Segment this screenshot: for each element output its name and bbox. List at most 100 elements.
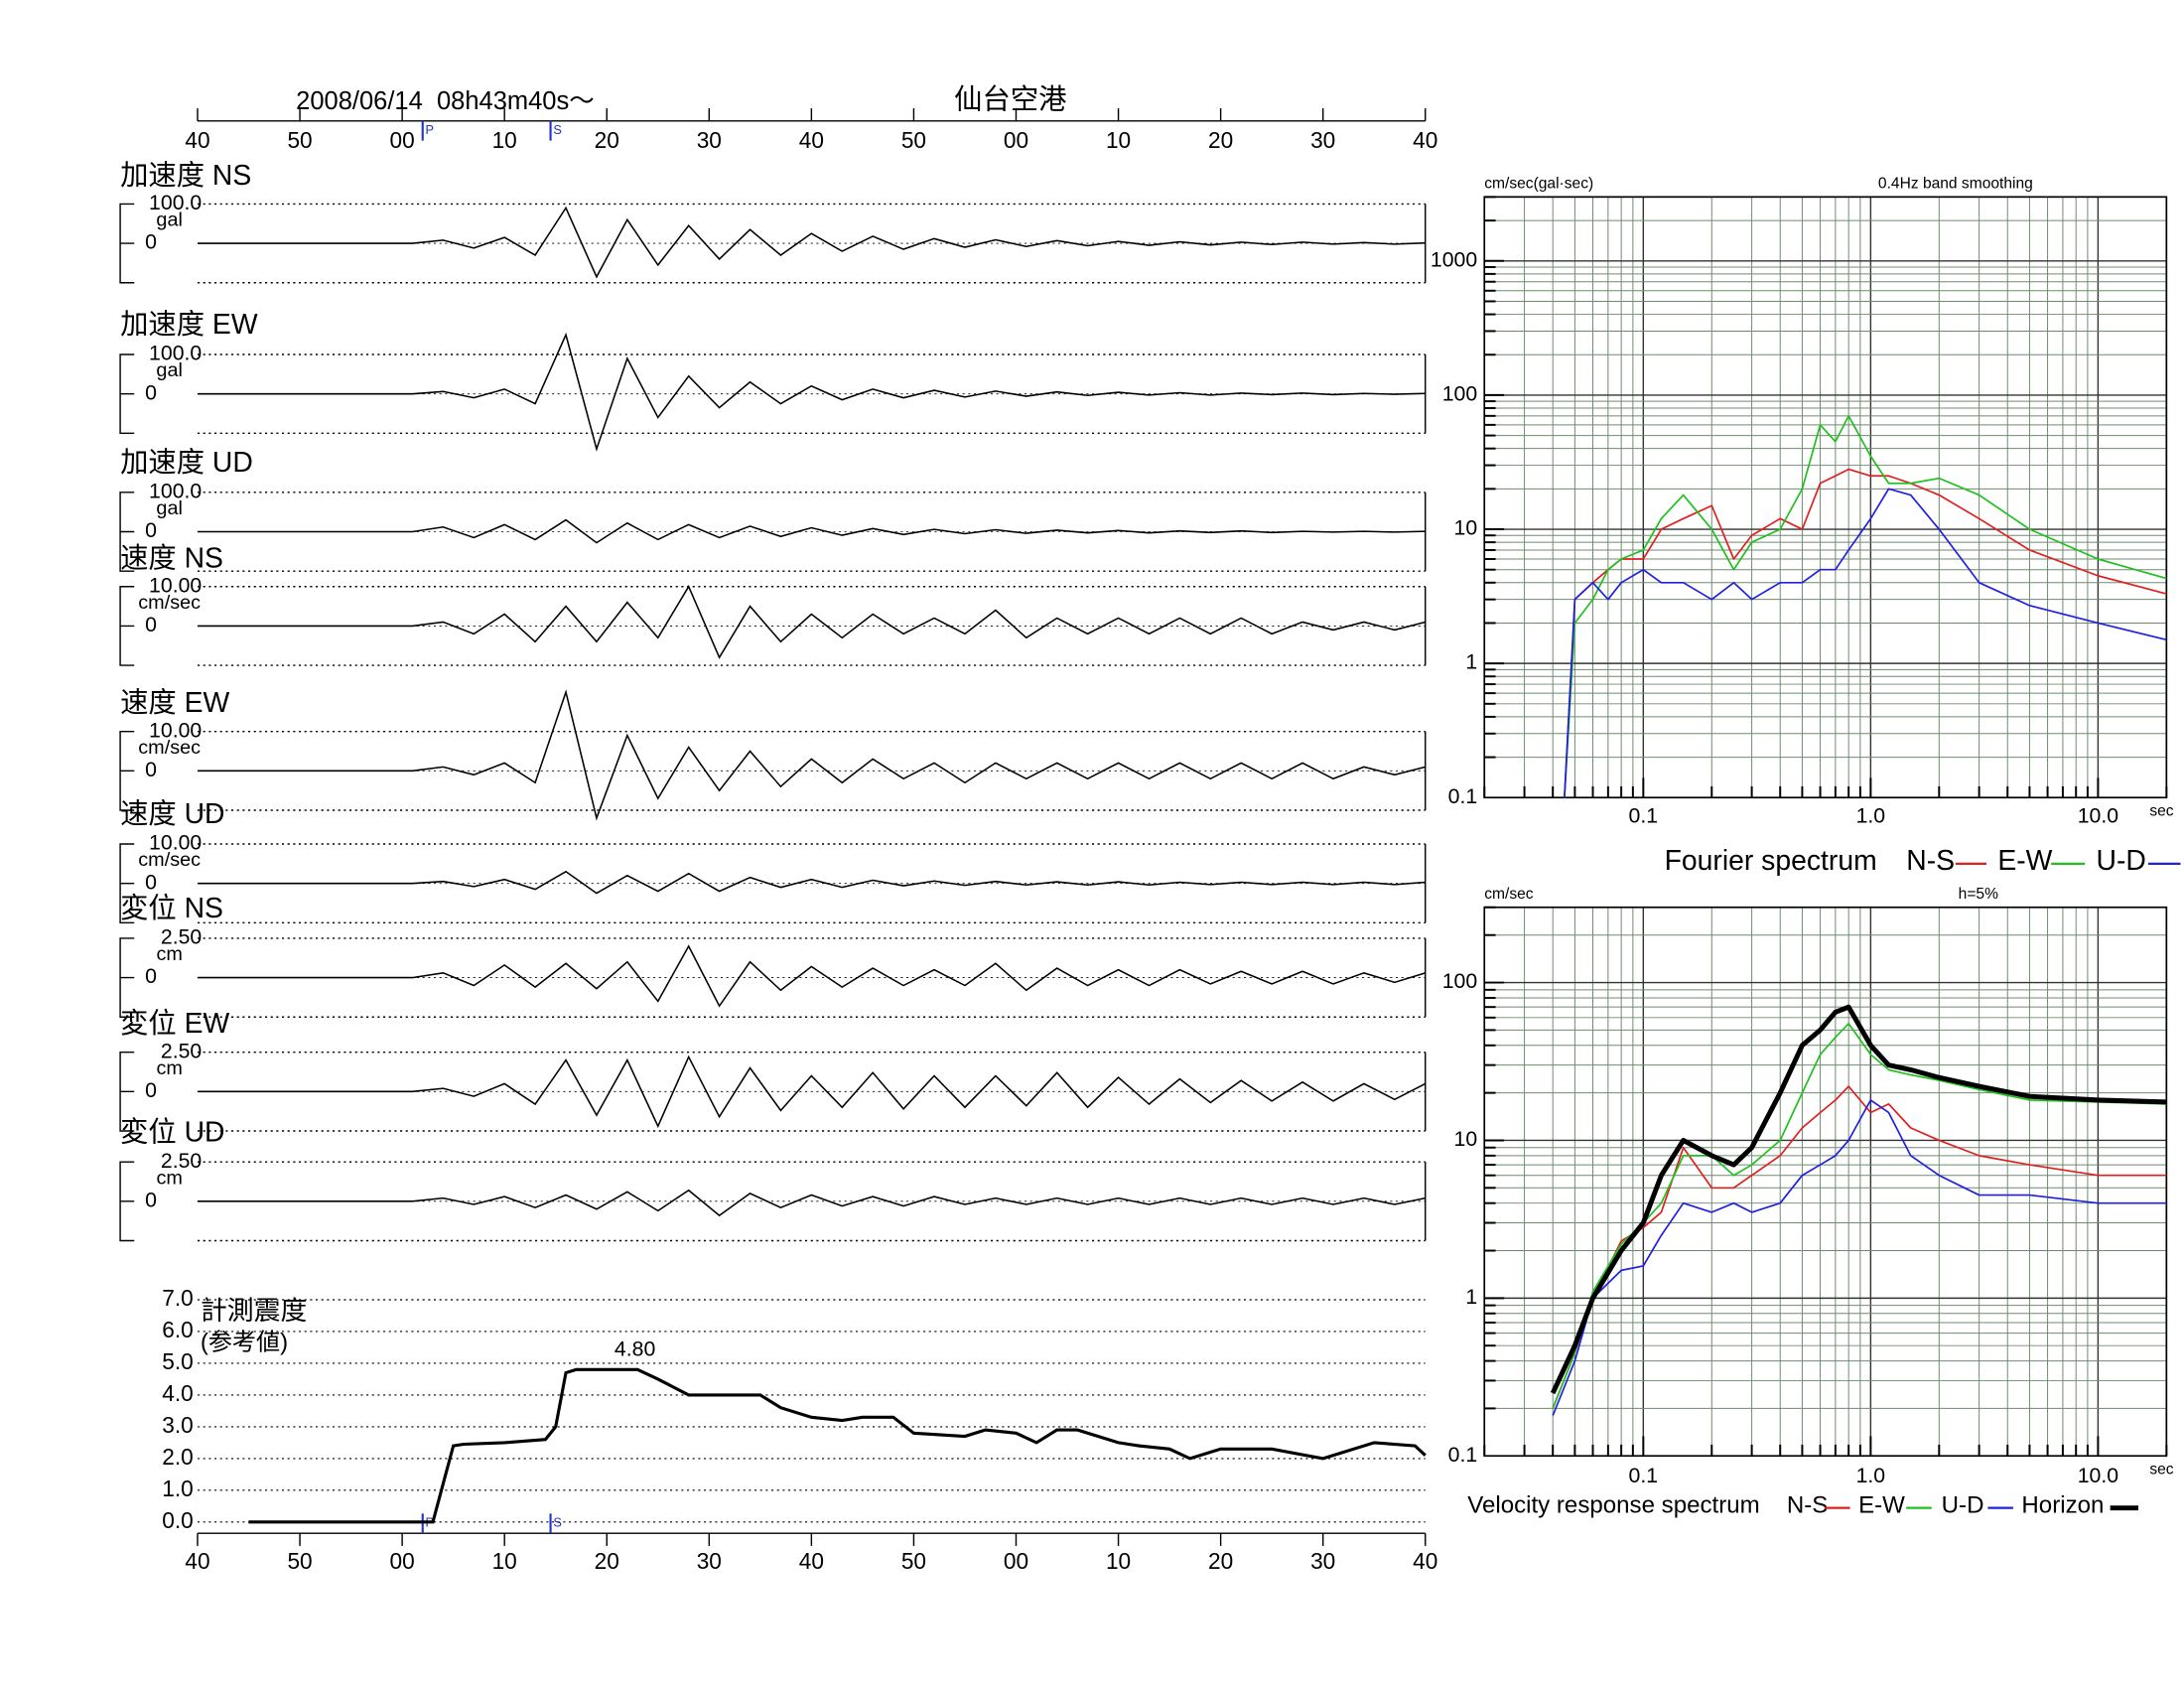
panel-unit: cm/sec [138,849,201,871]
x-tick-label: 20 [595,127,619,153]
plot-frame [1483,906,2168,1458]
y-tick-label: 100.0 [149,191,202,214]
y-tick-label: 1 [1465,1285,1477,1309]
station-name: 仙台空港 [954,83,1066,115]
y-tick-label: 0 [145,870,157,894]
panel-name: 速度 EW [120,687,229,719]
y-tick-label: 5.0 [162,1348,194,1374]
intensity-line [248,1367,1427,1524]
x-axis-label: sec [2149,803,2173,820]
panel-name: 速度 UD [120,798,224,830]
y-tick-label: 0 [145,1078,157,1102]
panel-bracket [119,730,135,811]
y-axis-label: cm/sec [1484,886,1534,903]
panel-bracket [119,1051,135,1132]
y-tick-label: 100.0 [149,342,202,365]
phase-marker-label: S [553,1515,562,1530]
x-tick-label: 0.1 [1629,804,1659,828]
x-tick-label: 50 [901,1548,926,1574]
x-tick-label: 50 [287,127,312,153]
x-tick-label: 30 [1310,1548,1335,1574]
x-tick-label: 00 [390,127,415,153]
y-tick-label: 10.00 [149,573,202,597]
panel-unit: gal [156,497,182,519]
x-tick-label: 40 [799,1548,824,1574]
legend-title: Fourier spectrum [1665,845,1877,877]
y-tick-label: 0 [145,758,157,781]
x-tick-label: 1.0 [1856,1464,1886,1487]
waveform [198,518,1426,544]
x-tick-label: 10.0 [2078,1464,2118,1487]
panel-unit: cm [156,943,182,965]
x-tick-label: 20 [1208,1548,1233,1574]
y-tick-label: 100 [1442,382,1477,406]
y-tick-label: 10.00 [149,718,202,742]
y-tick-label: 0 [145,230,157,254]
legend-label: U-D [2097,845,2146,877]
legend-label: N-S [1906,845,1955,877]
x-tick-label: 20 [595,1548,619,1574]
y-tick-label: 2.50 [161,1039,202,1062]
y-tick-label: 7.0 [162,1285,194,1311]
legend-label: E-W [1997,845,2052,877]
panel-unit: cm [156,1167,182,1189]
y-tick-label: 10 [1454,1127,1478,1151]
y-tick-label: 100.0 [149,479,202,502]
phase-marker-label: P [426,122,435,137]
x-tick-label: 40 [799,127,824,153]
chart-title: 計測震度 [201,1296,308,1326]
x-tick-label: 50 [901,127,926,153]
y-tick-label: 0.0 [162,1507,194,1533]
x-tick-label: 0.1 [1629,1464,1659,1487]
y-tick-label: 0 [145,964,157,988]
waveform [198,689,1426,821]
y-tick-label: 2.0 [162,1444,194,1470]
panel-name: 加速度 EW [120,309,258,341]
chart-title: 2008/06/14 08h43m40s〜 [296,87,595,115]
spectrum-line [1564,488,2167,798]
panel-name: 加速度 UD [120,447,253,479]
x-tick-label: 00 [1004,1548,1028,1574]
legend-label: N-S [1787,1492,1828,1519]
legend-title: Velocity response spectrum [1467,1492,1759,1519]
x-tick-label: 1.0 [1856,804,1886,828]
panel-bracket [119,1161,135,1242]
waveform [198,585,1426,659]
x-tick-label: 10 [492,1548,517,1574]
chart-title: h=5% [1959,886,1998,903]
panel-bracket [119,937,135,1018]
peak-label: 4.80 [614,1337,655,1361]
y-tick-label: 1000 [1431,247,1477,271]
y-tick-label: 2.50 [161,925,202,949]
chart-subtitle: (参考値) [201,1329,288,1355]
waveform [198,206,1426,279]
y-tick-label: 6.0 [162,1317,194,1342]
panel-name: 加速度 NS [120,160,251,192]
x-tick-label: 10 [1106,127,1131,153]
y-tick-label: 3.0 [162,1412,194,1438]
y-tick-label: 100 [1442,969,1477,993]
x-axis-label: sec [2149,1462,2173,1478]
x-tick-label: 00 [390,1548,415,1574]
spectrum-line [1564,414,2167,798]
panel-name: 変位 UD [120,1116,224,1148]
plot-frame [1483,196,2168,799]
panel-name: 変位 NS [120,893,223,924]
y-tick-label: 10.00 [149,831,202,855]
y-tick-label: 0 [145,613,157,636]
panel-bracket [119,353,135,435]
x-tick-label: 40 [1413,1548,1437,1574]
x-tick-label: 20 [1208,127,1233,153]
phase-marker-label: S [553,122,562,137]
panel-bracket [119,492,135,572]
x-tick-label: 10 [1106,1548,1131,1574]
legend-label: Horizon [2021,1492,2104,1519]
panel-bracket [119,843,135,924]
y-axis-label: cm/sec(gal·sec) [1484,176,1593,193]
y-tick-label: 0 [145,1188,157,1211]
y-tick-label: 1.0 [162,1476,194,1501]
spectrum-line [1552,1099,2167,1417]
panel-unit: gal [156,210,182,231]
